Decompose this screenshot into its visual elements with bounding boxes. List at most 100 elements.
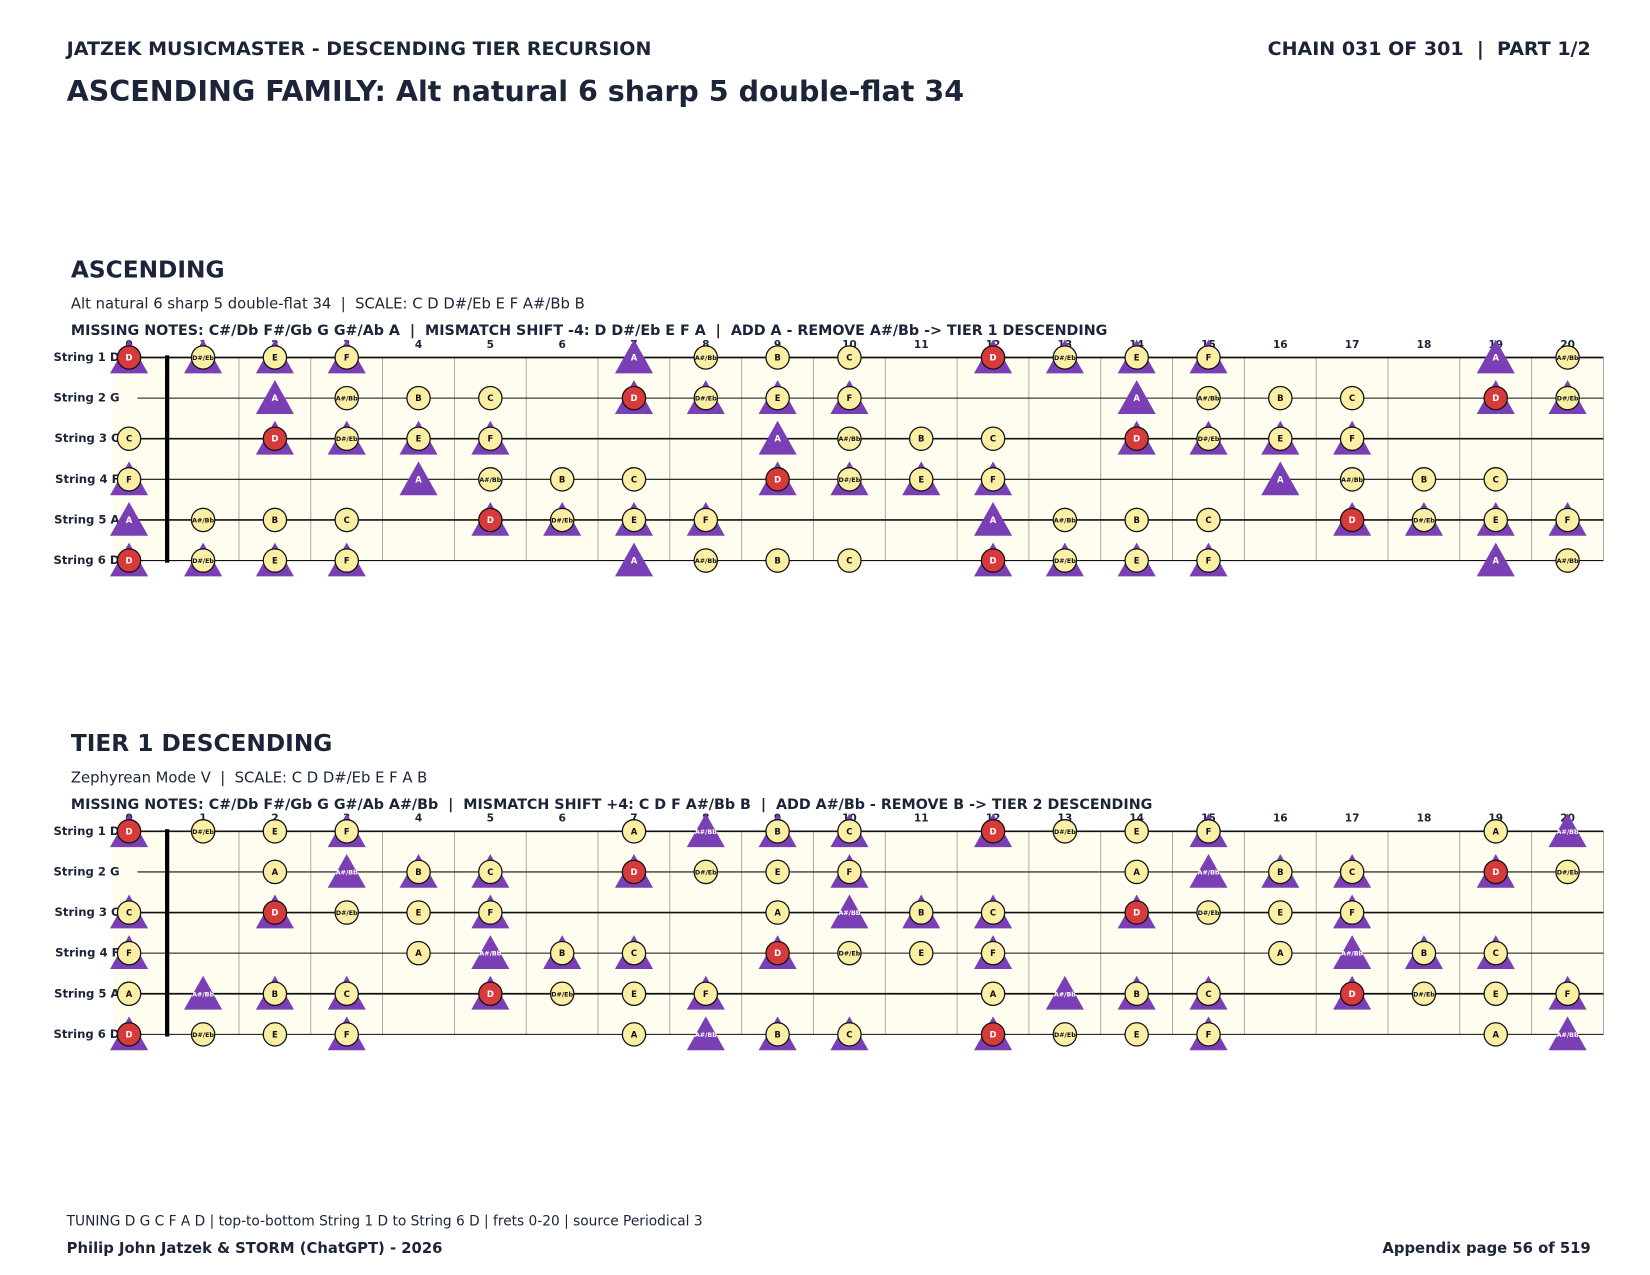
scale-note: [980, 819, 1006, 844]
scale-note: [334, 426, 359, 451]
scale-note: [837, 385, 862, 411]
note-label: D: [487, 515, 494, 525]
note-label: D: [1492, 393, 1499, 403]
scale-note: [406, 426, 431, 451]
note-label: A#/Bb: [838, 910, 860, 917]
scale-note: [1124, 819, 1149, 844]
fret-number: 18: [1417, 813, 1432, 825]
fret-number: 5: [487, 339, 494, 351]
note-label: D: [630, 393, 637, 403]
scale-note: [116, 981, 142, 1007]
note-label: D#/Eb: [1413, 517, 1435, 524]
target-triangle: [974, 501, 1013, 536]
scale-note: [765, 940, 790, 966]
scale-note: [1196, 426, 1221, 451]
note-label: F: [344, 826, 350, 836]
note-label: D: [126, 556, 133, 566]
scale-note: [837, 859, 862, 885]
note-label: A: [1133, 867, 1140, 877]
note-label: E: [1277, 434, 1283, 444]
scale-note: [334, 819, 359, 844]
panel-info: MISSING NOTES: C#/Db F#/Gb G G#/Ab A | M…: [71, 323, 1107, 339]
note-label: C: [1349, 867, 1355, 877]
scale-note: [1483, 940, 1509, 966]
scale-note: [116, 900, 142, 925]
note-label: D#/Eb: [1198, 436, 1220, 443]
target-triangle: [830, 894, 869, 929]
note-label: A#/Bb: [1557, 355, 1579, 362]
scale-note: [1196, 1022, 1221, 1047]
note-label: A#/Bb: [1341, 477, 1363, 484]
target-triangle: [686, 813, 725, 848]
note-label: E: [272, 826, 278, 836]
note-label: C: [631, 474, 637, 484]
scale-note: [1124, 507, 1149, 533]
note-label: A: [415, 948, 422, 958]
note-label: E: [918, 474, 924, 484]
note-label: D: [990, 556, 997, 566]
note-label: B: [918, 434, 924, 444]
note-label: F: [344, 556, 350, 566]
note-label: A#/Bb: [695, 829, 717, 836]
note-label: A#/Bb: [1557, 558, 1579, 565]
note-label: C: [990, 908, 996, 918]
note-label: B: [1133, 989, 1139, 999]
note-label: F: [487, 908, 493, 918]
note-label: A#/Bb: [1198, 869, 1220, 876]
scale-note: [621, 385, 647, 411]
footer-author: Philip John Jatzek & STORM (ChatGPT) - 2…: [67, 1240, 443, 1257]
note-label: F: [847, 867, 853, 877]
scale-note: [837, 426, 862, 451]
scale-note: [621, 940, 647, 966]
scale-note: [1124, 859, 1149, 885]
scale-note: [190, 1022, 216, 1047]
scale-note: [262, 345, 288, 370]
note-label: E: [1493, 989, 1499, 999]
scale-note: [1268, 859, 1293, 885]
scale-note: [262, 900, 288, 925]
note-label: D: [487, 989, 494, 999]
note-label: F: [847, 393, 853, 403]
string-label: String 1 D: [53, 350, 119, 364]
target-triangle: [614, 542, 654, 577]
target-triangle: [1117, 380, 1156, 414]
note-label: B: [415, 867, 421, 877]
scale-note: [1339, 859, 1365, 885]
note-label: F: [1565, 989, 1571, 999]
note-label: A: [1277, 948, 1284, 958]
note-label: D#/Eb: [336, 436, 358, 443]
target-triangle: [255, 380, 294, 414]
target-triangle: [1548, 813, 1587, 848]
note-label: A#/Bb: [479, 951, 501, 958]
note-label: F: [1565, 515, 1571, 525]
scale-note: [1483, 1022, 1509, 1047]
note-label: B: [559, 948, 565, 958]
note-label: A: [631, 1029, 638, 1039]
scale-note: [116, 548, 142, 573]
fret-number: 17: [1345, 339, 1360, 351]
note-label: B: [918, 908, 924, 918]
scale-note: [621, 467, 647, 492]
scale-note: [406, 940, 431, 966]
note-label: C: [344, 989, 350, 999]
note-label: A: [272, 867, 279, 877]
scale-note: [262, 507, 288, 533]
note-label: B: [774, 353, 780, 363]
note-label: B: [415, 393, 421, 403]
scale-note: [1196, 900, 1221, 925]
target-triangle: [1189, 853, 1228, 888]
fret-number: 18: [1417, 339, 1432, 351]
scale-note: [1411, 507, 1437, 533]
scale-note: [1555, 859, 1580, 885]
note-label: D: [126, 353, 133, 363]
scale-note: [116, 467, 142, 492]
scale-note: [765, 859, 790, 885]
note-label: A: [631, 353, 638, 363]
scale-note: [980, 548, 1006, 573]
note-label: D#/Eb: [1557, 396, 1579, 403]
panel-heading: ASCENDING: [71, 256, 225, 283]
note-label: D#/Eb: [336, 910, 358, 917]
note-label: F: [1349, 908, 1355, 918]
target-triangle: [110, 501, 149, 536]
note-label: F: [1349, 434, 1355, 444]
